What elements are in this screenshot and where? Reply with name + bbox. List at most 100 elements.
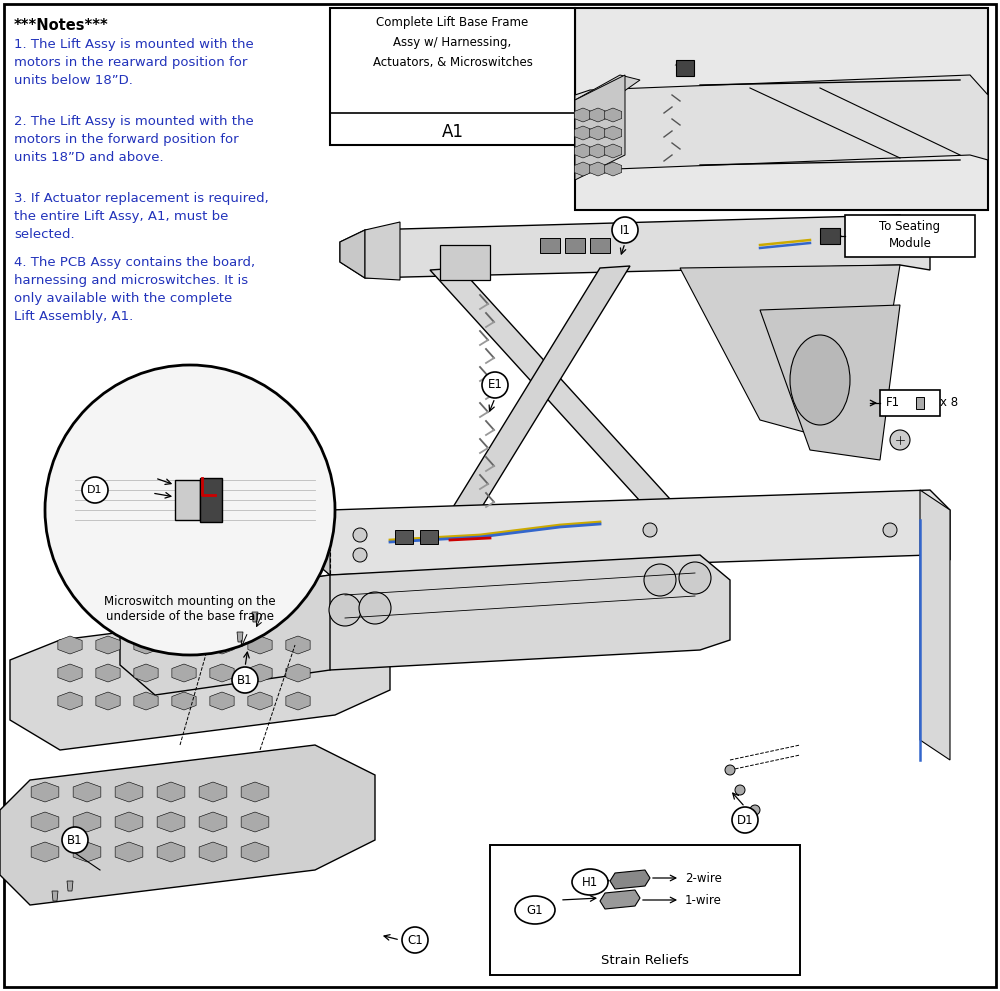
- Polygon shape: [96, 692, 120, 710]
- Polygon shape: [286, 636, 310, 654]
- Bar: [676, 60, 694, 76]
- Text: Microswitch mounting on the: Microswitch mounting on the: [104, 595, 276, 608]
- Circle shape: [612, 217, 638, 243]
- Bar: [540, 238, 560, 253]
- Polygon shape: [134, 692, 158, 710]
- Text: B1: B1: [67, 833, 83, 846]
- Polygon shape: [600, 890, 640, 909]
- Polygon shape: [430, 268, 680, 512]
- Text: E1: E1: [488, 379, 502, 391]
- Text: 2-wire: 2-wire: [685, 871, 722, 885]
- Text: To Seating
Module: To Seating Module: [879, 220, 941, 250]
- Polygon shape: [574, 108, 592, 122]
- Text: Actuators, & Microswitches: Actuators, & Microswitches: [373, 56, 532, 69]
- Polygon shape: [365, 222, 400, 280]
- Bar: [420, 530, 438, 544]
- Circle shape: [644, 564, 676, 596]
- Polygon shape: [575, 75, 640, 108]
- Circle shape: [353, 528, 367, 542]
- Circle shape: [643, 523, 657, 537]
- Polygon shape: [210, 692, 234, 710]
- Text: H1: H1: [582, 875, 598, 889]
- Circle shape: [890, 430, 910, 450]
- Polygon shape: [574, 126, 592, 140]
- Polygon shape: [920, 490, 950, 760]
- Circle shape: [353, 548, 367, 562]
- Polygon shape: [589, 162, 607, 176]
- Polygon shape: [248, 692, 272, 710]
- Polygon shape: [252, 612, 258, 622]
- Polygon shape: [248, 664, 272, 682]
- Circle shape: [359, 592, 391, 624]
- Polygon shape: [31, 782, 59, 802]
- Polygon shape: [450, 266, 630, 512]
- Bar: [916, 397, 924, 409]
- Ellipse shape: [572, 869, 608, 895]
- Bar: [820, 228, 840, 244]
- Circle shape: [902, 230, 918, 246]
- Polygon shape: [199, 842, 227, 862]
- Text: B1: B1: [237, 674, 253, 687]
- Polygon shape: [96, 636, 120, 654]
- Polygon shape: [286, 692, 310, 710]
- Polygon shape: [31, 812, 59, 832]
- Text: C1: C1: [407, 934, 423, 946]
- Circle shape: [750, 805, 760, 815]
- Polygon shape: [604, 162, 622, 176]
- Polygon shape: [680, 265, 900, 450]
- Text: Complete Lift Base Frame: Complete Lift Base Frame: [376, 16, 529, 29]
- Polygon shape: [574, 144, 592, 158]
- Text: D1: D1: [87, 485, 103, 495]
- Polygon shape: [310, 510, 330, 575]
- Bar: [880, 390, 940, 416]
- Polygon shape: [604, 126, 622, 140]
- Circle shape: [45, 365, 335, 655]
- Polygon shape: [31, 842, 59, 862]
- Bar: [575, 8, 988, 210]
- Bar: [590, 238, 610, 253]
- Bar: [330, 8, 575, 145]
- Polygon shape: [610, 870, 650, 889]
- Polygon shape: [157, 812, 185, 832]
- Polygon shape: [248, 636, 272, 654]
- Polygon shape: [199, 782, 227, 802]
- Circle shape: [329, 594, 361, 626]
- Bar: [490, 845, 800, 975]
- Bar: [565, 238, 585, 253]
- Text: 1-wire: 1-wire: [685, 894, 722, 907]
- Polygon shape: [134, 636, 158, 654]
- Polygon shape: [340, 215, 930, 278]
- Polygon shape: [575, 75, 625, 180]
- Polygon shape: [340, 230, 365, 278]
- Circle shape: [402, 927, 428, 953]
- Polygon shape: [10, 605, 390, 750]
- Polygon shape: [210, 636, 234, 654]
- Text: Assy w/ Harnessing,: Assy w/ Harnessing,: [393, 36, 512, 49]
- Circle shape: [482, 372, 508, 398]
- Polygon shape: [589, 126, 607, 140]
- Polygon shape: [575, 75, 988, 170]
- Text: I1: I1: [620, 224, 630, 237]
- Bar: [175, 480, 200, 520]
- Polygon shape: [237, 632, 243, 642]
- Polygon shape: [172, 692, 196, 710]
- Bar: [200, 478, 222, 522]
- Circle shape: [872, 232, 888, 248]
- Polygon shape: [241, 782, 269, 802]
- Polygon shape: [172, 636, 196, 654]
- Circle shape: [62, 827, 88, 853]
- Circle shape: [679, 562, 711, 594]
- Polygon shape: [199, 812, 227, 832]
- Polygon shape: [115, 842, 143, 862]
- Text: 2. The Lift Assy is mounted with the
motors in the forward position for
units 18: 2. The Lift Assy is mounted with the mot…: [14, 115, 254, 164]
- Bar: [845, 215, 975, 257]
- Text: A1: A1: [442, 123, 464, 141]
- Polygon shape: [210, 664, 234, 682]
- Polygon shape: [115, 812, 143, 832]
- Polygon shape: [589, 144, 607, 158]
- Circle shape: [735, 785, 745, 795]
- Polygon shape: [67, 881, 73, 891]
- Ellipse shape: [790, 335, 850, 425]
- Circle shape: [732, 807, 758, 833]
- Bar: [395, 530, 413, 544]
